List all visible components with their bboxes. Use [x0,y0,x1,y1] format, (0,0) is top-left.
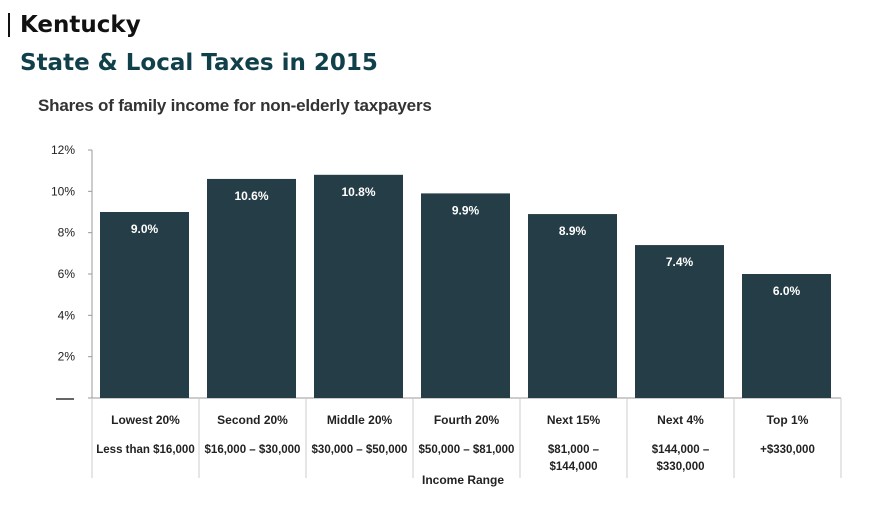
y-tick-label: 4% [58,308,76,322]
bar-data-label: 10.8% [341,185,375,199]
x-category-label: Middle 20% [327,413,393,427]
bar [421,193,510,398]
x-range-label: $30,000 – $50,000 [312,444,408,456]
bar [100,212,189,398]
x-category-label: Next 15% [547,413,601,427]
bar-data-label: 7.4% [666,255,694,269]
x-range-label: +$330,000 [760,444,815,456]
y-tick-label: 2% [58,350,76,364]
x-axis-title: Income Range [422,473,504,487]
bar-data-label: 9.9% [452,203,480,217]
bar [528,214,617,398]
page-title: State & Local Taxes in 2015 [20,50,378,76]
bar-data-label: 9.0% [131,222,159,236]
x-range-label: $144,000 – [652,444,710,456]
x-category-label: Next 4% [657,413,704,427]
x-category-label: Top 1% [767,413,809,427]
header-accent-bar [8,13,10,37]
x-category-label: Fourth 20% [434,413,500,427]
bar-data-label: 8.9% [559,224,587,238]
bar [207,178,296,398]
x-range-label: $144,000 [550,461,598,473]
x-category-label: Second 20% [217,413,288,427]
x-category-label: Lowest 20% [111,413,180,427]
x-range-label: Less than $16,000 [96,444,194,456]
bar-data-label: 6.0% [773,284,801,298]
y-tick-label: 6% [58,267,76,281]
y-tick-label: 10% [51,184,75,198]
bar [314,174,403,398]
bar [635,245,724,398]
x-range-label: $16,000 – $30,000 [205,444,301,456]
chart-title: Shares of family income for non-elderly … [38,96,432,115]
bar-data-label: 10.6% [234,189,268,203]
x-range-label: $330,000 [657,461,705,473]
x-range-label: $81,000 – [548,444,600,456]
x-range-label: $50,000 – $81,000 [419,444,515,456]
state-header: Kentucky [8,10,141,40]
y-tick-label: 12% [51,143,75,157]
bar [742,274,831,398]
y-tick-label: 8% [58,226,76,240]
state-name: Kentucky [20,12,141,38]
